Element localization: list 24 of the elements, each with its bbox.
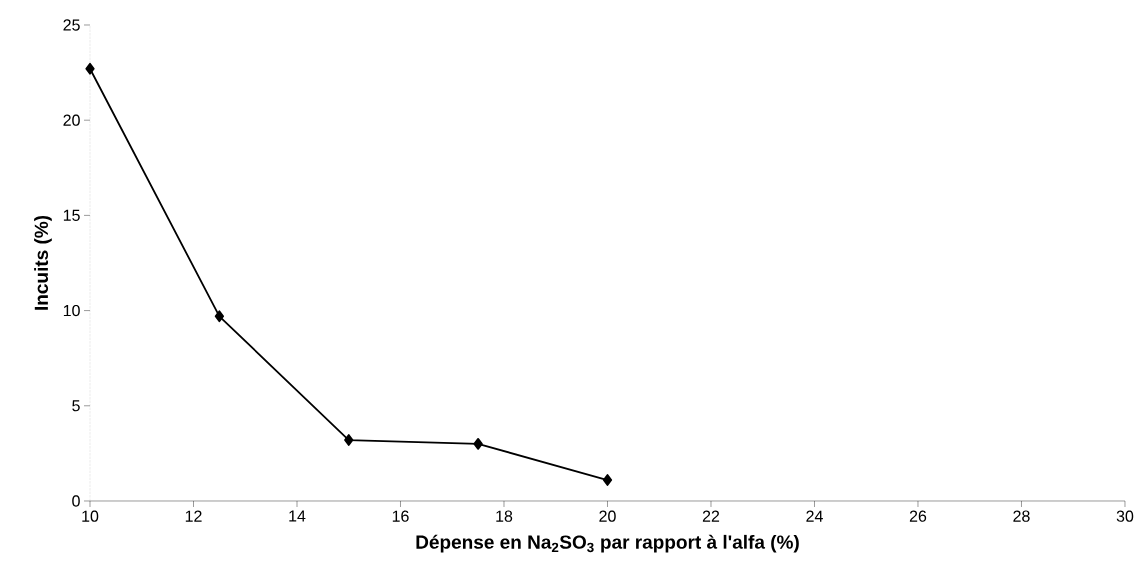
x-tick-label: 12 <box>185 510 202 522</box>
y-tick-label: 20 <box>63 114 80 126</box>
y-tick-label: 10 <box>63 304 80 317</box>
x-tick-label: 20 <box>599 510 616 522</box>
point <box>473 437 483 450</box>
point <box>85 62 95 75</box>
y-axis-title: Incuits (%) <box>34 215 52 310</box>
y-tick-label: 5 <box>72 400 80 412</box>
x-tick-label: 14 <box>289 510 306 522</box>
x-tick-label: 30 <box>1116 510 1134 522</box>
x-tick-label: 16 <box>392 510 409 522</box>
point <box>344 434 354 446</box>
x-tick-label: 24 <box>806 510 823 522</box>
x-tick-label: 28 <box>1013 510 1030 522</box>
point <box>214 310 225 323</box>
y-tick-label: 25 <box>63 19 80 31</box>
x-tick-label: 18 <box>496 510 513 522</box>
y-tick-label: 15 <box>63 209 80 221</box>
y-tick-label: 0 <box>72 495 80 507</box>
x-tick-label: 26 <box>909 510 927 522</box>
x-axis-title: Dépense en Na$_{2}$SO$_{3}$ par rapport à l'alfa (%) <box>416 534 799 553</box>
point <box>602 474 613 486</box>
x-tick-label: 22 <box>702 510 720 522</box>
x-tick-label: 10 <box>82 510 99 522</box>
